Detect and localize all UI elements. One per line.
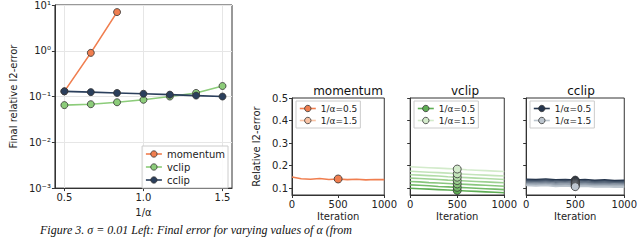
svg-text:1/α=0.5: 1/α=0.5	[555, 104, 592, 114]
html-text:Figure 3. σ = 0.01 Left: Final: Figure 3. σ = 0.01 Left: Final error for…	[40, 223, 352, 237]
svg-text:0.5: 0.5	[56, 192, 72, 203]
svg-text:1/α=0.5: 1/α=0.5	[321, 104, 358, 114]
svg-text:500: 500	[329, 199, 348, 210]
svg-text:1.0: 1.0	[136, 192, 152, 203]
svg-text:Iteration: Iteration	[554, 211, 596, 222]
svg-text:1.5: 1.5	[215, 192, 231, 203]
svg-text:1/α: 1/α	[135, 207, 152, 218]
svg-text:Iteration: Iteration	[436, 211, 478, 222]
svg-text:cclip: cclip	[567, 84, 594, 98]
svg-text:momentum: momentum	[167, 149, 225, 160]
svg-text:0.4: 0.4	[272, 115, 288, 126]
svg-text:1000: 1000	[372, 199, 397, 210]
svg-text:10⁻³: 10⁻³	[29, 183, 51, 194]
svg-text:0: 0	[289, 199, 295, 210]
svg-text:0: 0	[523, 199, 529, 210]
svg-text:10⁻¹: 10⁻¹	[29, 91, 51, 102]
svg-text:0.2: 0.2	[272, 160, 288, 171]
svg-text:1000: 1000	[492, 199, 517, 210]
svg-text:0.5: 0.5	[272, 93, 288, 104]
svg-text:0.1: 0.1	[272, 183, 288, 194]
svg-text:0: 0	[407, 199, 413, 210]
svg-text:vclip: vclip	[167, 162, 190, 173]
svg-text:1/α=1.5: 1/α=1.5	[321, 116, 358, 126]
svg-text:Relative l2-error: Relative l2-error	[251, 105, 262, 186]
svg-text:1/α=0.5: 1/α=0.5	[439, 104, 476, 114]
svg-text:10¹: 10¹	[34, 0, 51, 11]
svg-text:cclip: cclip	[167, 175, 190, 186]
svg-text:10⁰: 10⁰	[34, 45, 51, 56]
svg-text:500: 500	[566, 199, 585, 210]
svg-text:Iteration: Iteration	[317, 211, 359, 222]
svg-text:1/α=1.5: 1/α=1.5	[439, 116, 476, 126]
svg-text:vclip: vclip	[451, 84, 479, 98]
svg-text:10⁻²: 10⁻²	[29, 137, 51, 148]
svg-text:1000: 1000	[612, 199, 637, 210]
svg-text:momentum: momentum	[313, 84, 383, 98]
svg-text:500: 500	[448, 199, 467, 210]
svg-text:Final relative l2-error: Final relative l2-error	[8, 44, 19, 149]
svg-text:0.3: 0.3	[272, 138, 288, 149]
svg-text:1/α=1.5: 1/α=1.5	[555, 116, 592, 126]
